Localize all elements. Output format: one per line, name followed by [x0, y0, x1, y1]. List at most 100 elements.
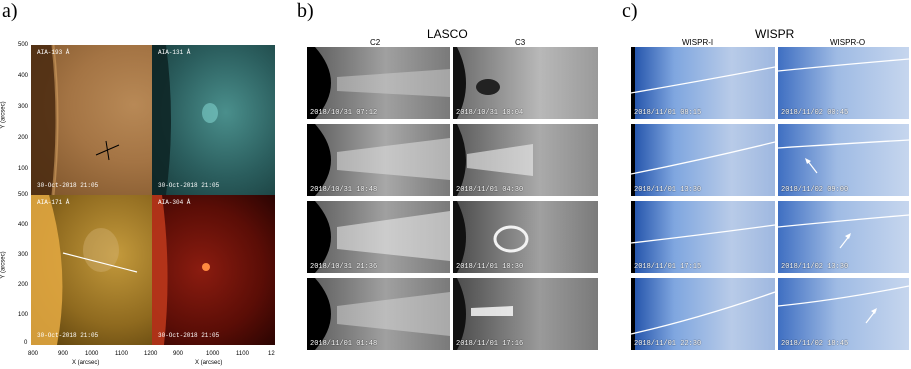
- wispr-i-track-2: [631, 124, 775, 196]
- y-tick-a3: 300: [18, 104, 29, 110]
- c2-column-title: C2: [370, 38, 381, 47]
- wispr-i-image-2: 2018/11/01 13:30: [631, 124, 775, 196]
- y-tick-b5: 100: [18, 312, 29, 318]
- wispr-i-image-1: 2018/11/01 08:15: [631, 47, 775, 119]
- y-tick-a1: 500: [18, 42, 29, 48]
- y-tick-a2: 400: [18, 73, 29, 79]
- arrow-icon: [804, 158, 818, 179]
- wispr-title: WISPR: [755, 27, 795, 41]
- wispr-i-timestamp-2: 2018/11/01 13:30: [634, 186, 702, 194]
- panel-a-letter: a): [2, 0, 18, 22]
- wispr-o-image-3: 2018/11/02 13:30: [778, 201, 909, 273]
- c2-timestamp-1: 2018/10/31 07:12: [310, 109, 378, 117]
- c2-occulter-3: [307, 201, 450, 273]
- c2-image-1: 2018/10/31 07:12: [307, 47, 450, 119]
- y-tick-b6: 0: [24, 340, 28, 346]
- x-axis-label-left: X (arcsec): [72, 360, 100, 366]
- panel-c-letter: c): [622, 0, 638, 22]
- c3-timestamp-4: 2018/11/01 17:16: [456, 340, 524, 348]
- wispr-o-timestamp-4: 2018/11/02 18:45: [781, 340, 849, 348]
- c2-timestamp-2: 2018/10/31 10:48: [310, 186, 378, 194]
- x-tick-4: 1100: [115, 351, 128, 357]
- aia-171-channel: AIA-171 Å: [37, 199, 70, 206]
- c3-column-title: C3: [515, 38, 526, 47]
- arrow-icon: [864, 308, 878, 329]
- y-tick-b2: 400: [18, 222, 29, 228]
- c2-image-2: 2018/10/31 10:48: [307, 124, 450, 196]
- aia-171-limb: [31, 195, 138, 345]
- panel-b-letter: b): [297, 0, 314, 22]
- aia-131-limb: [152, 45, 218, 195]
- y-tick-b1: 500: [18, 192, 29, 198]
- x-tick-1: 800: [28, 351, 39, 357]
- c2-timestamp-3: 2018/10/31 21:36: [310, 263, 378, 271]
- wispr-i-track-1: [631, 47, 775, 119]
- aia-193-channel: AIA-193 Å: [37, 49, 70, 56]
- aia-193-limb: [31, 45, 120, 195]
- wispr-i-image-3: 2018/11/01 17:15: [631, 201, 775, 273]
- c3-occulter-2: [453, 124, 533, 196]
- aia-304-limb: [152, 195, 210, 345]
- x-tick-2: 900: [58, 351, 69, 357]
- c3-image-1: 2018/10/31 10:04: [453, 47, 598, 119]
- wispr-o-track-1: [778, 58, 909, 72]
- wispr-i-timestamp-1: 2018/11/01 08:15: [634, 109, 702, 117]
- wispr-i-track-4: [631, 278, 775, 350]
- arrow-icon: [838, 233, 852, 254]
- c3-occulter-1: [453, 47, 500, 119]
- wispr-i-column-title: WISPR-I: [682, 38, 714, 47]
- aia-304-channel: AIA-304 Å: [158, 199, 191, 206]
- c3-image-3: 2018/11/01 10:30: [453, 201, 598, 273]
- x-tick-3: 1000: [85, 351, 99, 357]
- c3-timestamp-2: 2018/11/01 04:30: [456, 186, 524, 194]
- aia-193-image: AIA-193 Å 30-Oct-2018 21:05: [31, 45, 152, 195]
- wispr-i-timestamp-3: 2018/11/01 17:15: [634, 263, 702, 271]
- c3-occulter-4: [453, 278, 513, 350]
- aia-304-image: AIA-304 Å 30-Oct-2018 21:05: [152, 195, 275, 345]
- x-axis-label-right: X (arcsec): [195, 360, 223, 366]
- wispr-o-track-4: [778, 285, 909, 307]
- wispr-i-image-4: 2018/11/01 22:30: [631, 278, 775, 350]
- c2-occulter-4: [307, 278, 450, 350]
- x-tick-8: 1100: [236, 351, 249, 357]
- wispr-o-timestamp-3: 2018/11/02 13:30: [781, 263, 849, 271]
- aia-131-image: AIA-131 Å 30-Oct-2018 21:05: [152, 45, 275, 195]
- y-tick-a5: 100: [18, 166, 29, 172]
- x-tick-6: 900: [173, 351, 184, 357]
- c3-timestamp-1: 2018/10/31 10:04: [456, 109, 524, 117]
- wispr-o-image-2: 2018/11/02 09:00: [778, 124, 909, 196]
- x-tick-7: 1000: [206, 351, 220, 357]
- aia-171-date: 30-Oct-2018 21:05: [37, 332, 99, 339]
- c2-timestamp-4: 2018/11/01 01:48: [310, 340, 378, 348]
- aia-304-date: 30-Oct-2018 21:05: [158, 332, 220, 339]
- c2-image-4: 2018/11/01 01:48: [307, 278, 450, 350]
- y-axis-label-bottom: Y (arcsec): [0, 251, 7, 279]
- lasco-title: LASCO: [427, 27, 468, 41]
- y-axis-label-top: Y (arcsec): [0, 101, 7, 129]
- c3-timestamp-3: 2018/11/01 10:30: [456, 263, 524, 271]
- wispr-o-image-4: 2018/11/02 18:45: [778, 278, 909, 350]
- c3-image-2: 2018/11/01 04:30: [453, 124, 598, 196]
- wispr-o-track-3: [778, 214, 909, 228]
- aia-131-date: 30-Oct-2018 21:05: [158, 182, 220, 189]
- aia-131-channel: AIA-131 Å: [158, 49, 191, 56]
- y-tick-b3: 300: [18, 252, 29, 258]
- c2-occulter-1: [307, 47, 450, 119]
- aia-171-image: AIA-171 Å 30-Oct-2018 21:05: [31, 195, 152, 345]
- aia-193-date: 30-Oct-2018 21:05: [37, 182, 99, 189]
- c3-image-4: 2018/11/01 17:16: [453, 278, 598, 350]
- wispr-o-image-1: 2018/11/02 00:45: [778, 47, 909, 119]
- wispr-i-timestamp-4: 2018/11/01 22:30: [634, 340, 702, 348]
- wispr-i-track-3: [631, 201, 775, 273]
- wispr-o-timestamp-1: 2018/11/02 00:45: [781, 109, 849, 117]
- x-tick-9: 12: [268, 351, 275, 357]
- c2-image-3: 2018/10/31 21:36: [307, 201, 450, 273]
- wispr-o-timestamp-2: 2018/11/02 09:00: [781, 186, 849, 194]
- c3-occulter-3: [453, 201, 529, 273]
- x-tick-5: 1200: [144, 351, 158, 357]
- c2-occulter-2: [307, 124, 450, 196]
- wispr-o-track-2: [778, 139, 909, 149]
- wispr-o-column-title: WISPR-O: [830, 38, 866, 47]
- y-tick-b4: 200: [18, 282, 29, 288]
- y-tick-a4: 200: [18, 135, 29, 141]
